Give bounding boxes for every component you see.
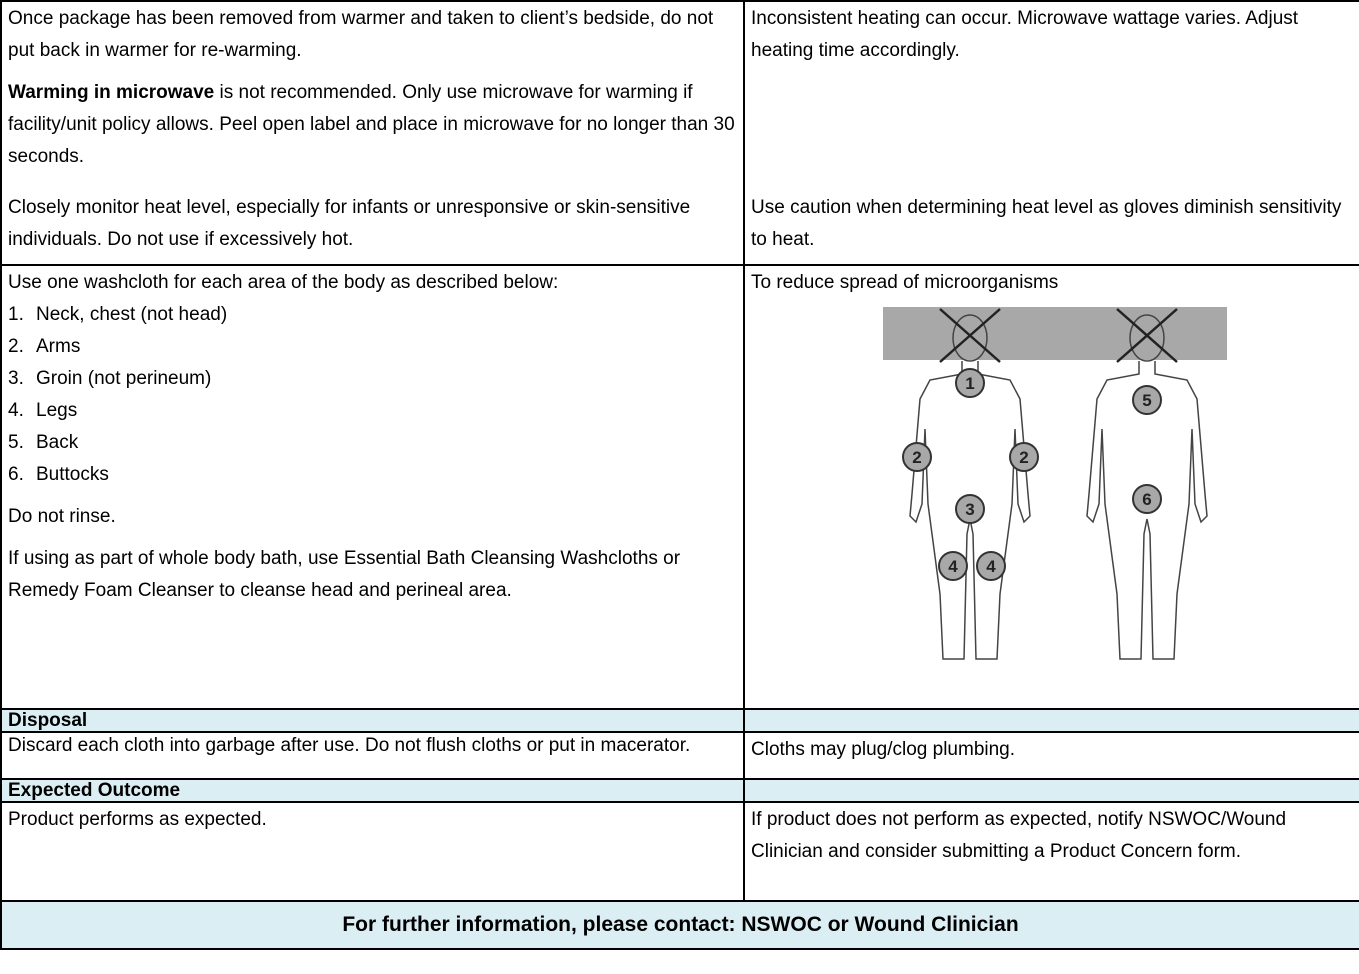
marker-label: 4 (948, 557, 958, 576)
cell: Inconsistent heating can occur. Microwav… (743, 0, 1359, 191)
marker-label: 5 (1142, 391, 1151, 410)
list-text: Neck, chest (not head) (36, 304, 228, 325)
procedure-table: Once package has been removed from warme… (0, 0, 1359, 950)
footer-row: For further information, please contact:… (0, 900, 1359, 950)
body-diagram: 1 2 2 3 4 4 5 6 (883, 307, 1227, 660)
paragraph: Warming in microwave is not recommended.… (8, 77, 737, 173)
paragraph: Once package has been removed from warme… (8, 8, 714, 61)
footer: For further information, please contact:… (0, 900, 1359, 950)
cell: Disposal (0, 708, 745, 733)
section-header: Expected Outcome (0, 778, 1359, 803)
section-header: Disposal (0, 708, 1359, 733)
paragraph: If using as part of whole body bath, use… (8, 548, 681, 601)
marker-circle (955, 368, 985, 398)
table-row: Once package has been removed from warme… (0, 0, 1359, 191)
list-text: Arms (36, 336, 81, 357)
excluded-band (883, 307, 1227, 360)
marker-circle (976, 551, 1006, 581)
paragraph: To reduce spread of microorganisms (751, 272, 1059, 293)
marker-label: 1 (965, 374, 974, 393)
cell (743, 778, 1359, 803)
exclude-mark (1116, 308, 1178, 363)
table-row: Discard each cloth into garbage after us… (0, 731, 1359, 780)
marker-label: 2 (912, 448, 921, 467)
paragraph: Inconsistent heating can occur. Microwav… (751, 8, 1299, 61)
marker-circle (902, 442, 932, 472)
paragraph: Use one washcloth for each area of the b… (8, 272, 559, 293)
list-item: 2. Arms (8, 331, 737, 363)
table-row: Closely monitor heat level, especially f… (0, 191, 1359, 266)
cell: Once package has been removed from warme… (0, 0, 745, 191)
table-row: Use one washcloth for each area of the b… (0, 264, 1359, 710)
paragraph: Do not rinse. (8, 506, 116, 527)
marker-label: 6 (1142, 490, 1151, 509)
table-row: Product performs as expected. If product… (0, 801, 1359, 902)
cell: Cloths may plug/clog plumbing. (743, 731, 1359, 780)
marker-circle (938, 551, 968, 581)
list-item: 3. Groin (not perineum) (8, 363, 737, 395)
exclude-mark (939, 308, 1001, 363)
cell: If product does not perform as expected,… (743, 801, 1359, 902)
head-outline (1129, 314, 1165, 362)
list-number: 3. (8, 368, 24, 389)
bold-text: Warming in microwave (8, 82, 215, 103)
marker-label: 3 (965, 500, 974, 519)
cell: Discard each cloth into garbage after us… (0, 731, 745, 780)
cell: Use one washcloth for each area of the b… (0, 264, 745, 710)
marker-circle (1132, 385, 1162, 415)
marker-circle (955, 494, 985, 524)
marker-label: 2 (1019, 448, 1028, 467)
list-number: 6. (8, 464, 24, 485)
list-item: 5. Back (8, 427, 737, 459)
marker-circle (1009, 442, 1039, 472)
list-item: 1. Neck, chest (not head) (8, 299, 737, 331)
head-outline (952, 314, 988, 362)
list-text: Back (36, 432, 79, 453)
list-text: Buttocks (36, 464, 109, 485)
marker-label: 4 (986, 557, 996, 576)
list-text: Legs (36, 400, 78, 421)
list-number: 5. (8, 432, 24, 453)
cell: Product performs as expected. (0, 801, 745, 902)
text: is not recommended. Only use microwave f… (8, 82, 735, 167)
cell: Use caution when determining heat level … (743, 191, 1359, 266)
list-text: Groin (not perineum) (36, 368, 212, 389)
cell (743, 708, 1359, 733)
list-item: 4. Legs (8, 395, 737, 427)
list-number: 1. (8, 304, 24, 325)
list-item: 6. Buttocks (8, 459, 737, 491)
cell: Closely monitor heat level, especially f… (0, 191, 745, 266)
list-number: 4. (8, 400, 24, 421)
marker-circle (1132, 484, 1162, 514)
list: 1. Neck, chest (not head) 2. Arms 3. Groin (n… (8, 299, 737, 491)
body-outline (1086, 361, 1208, 660)
cell: Expected Outcome (0, 778, 745, 803)
list-number: 2. (8, 336, 24, 357)
